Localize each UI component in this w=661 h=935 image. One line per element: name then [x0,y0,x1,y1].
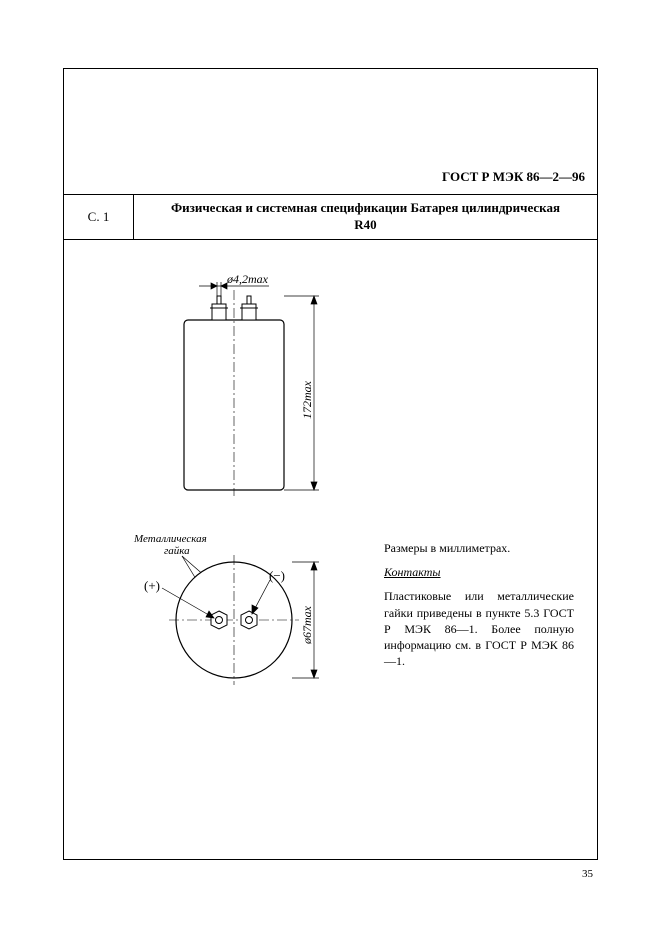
section-title: Физическая и системная спецификации Бата… [134,195,597,239]
minus-label: (−) [269,568,285,583]
notes-column: Размеры в миллиметрах. Контакты Пластико… [384,540,574,677]
section-number: С. 1 [64,195,134,239]
contacts-heading: Контакты [384,564,574,580]
document-code: ГОСТ Р МЭК 86—2—96 [442,169,585,185]
title-row: С. 1 Физическая и системная спецификации… [64,194,597,240]
plus-label: (+) [144,578,160,593]
terminal-diameter-label: ø4,2max [226,272,269,286]
contacts-body: Пластиковые или металлические гайки прив… [384,588,574,669]
nut-label-line1: Металлическая [133,533,207,545]
page-number: 35 [582,868,593,880]
page-frame: ГОСТ Р МЭК 86—2—96 С. 1 Физическая и сис… [63,68,598,860]
content-area: ø4,2max 172max Металлическая гайка [64,240,597,859]
diameter-dim-label: ø67max [300,605,314,645]
height-dim-label: 172max [300,380,314,419]
units-note: Размеры в миллиметрах. [384,540,574,556]
nut-label-line2: гайка [164,545,190,557]
technical-drawing: ø4,2max 172max Металлическая гайка [124,280,364,730]
